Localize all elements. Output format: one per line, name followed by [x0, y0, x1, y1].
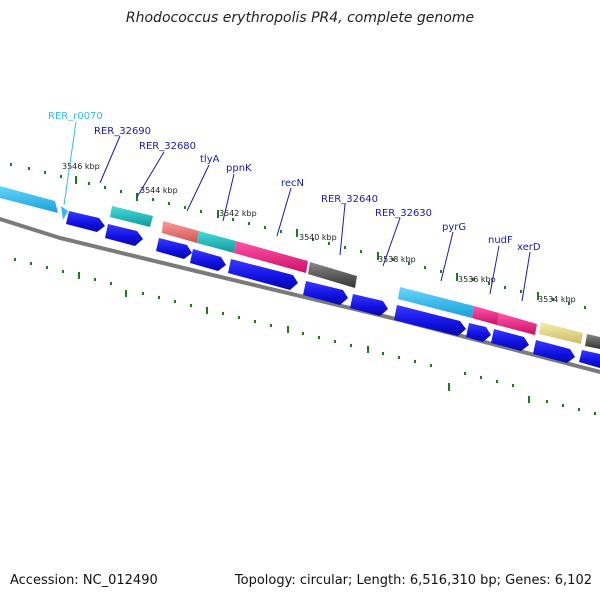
- cds-arrow[interactable]: [156, 238, 192, 259]
- feature-rer-32690[interactable]: [110, 206, 153, 227]
- feature-rer-r0070[interactable]: [0, 186, 58, 213]
- gene-label[interactable]: RER_r0070: [48, 111, 103, 122]
- gene-label[interactable]: ppnK: [226, 163, 252, 174]
- gene-label[interactable]: recN: [281, 178, 304, 189]
- kbp-label: 3542 kbp: [219, 209, 257, 218]
- feature-ppnK[interactable]: [197, 231, 236, 253]
- cds-arrow[interactable]: [190, 249, 226, 271]
- cds-arrow[interactable]: [579, 350, 600, 368]
- cds-arrow[interactable]: [491, 329, 529, 351]
- feature-rer-r0070-tip[interactable]: [61, 206, 68, 220]
- genome-backbone: [0, 217, 600, 374]
- feature-gray-end[interactable]: [585, 334, 600, 349]
- callout-lines: [63, 121, 531, 302]
- cds-arrow[interactable]: [303, 281, 348, 305]
- feature-tlyA[interactable]: [162, 221, 199, 243]
- gene-label[interactable]: nudF: [488, 235, 513, 246]
- cds-arrow[interactable]: [466, 323, 491, 342]
- cds-track: [66, 211, 600, 368]
- feature-track: [0, 186, 600, 349]
- accession-label: Accession: NC_012490: [10, 573, 158, 588]
- kbp-label: 3540 kbp: [299, 233, 337, 242]
- cds-arrow[interactable]: [228, 259, 298, 290]
- feature-yellow[interactable]: [539, 322, 583, 344]
- feature-pyrG[interactable]: [398, 287, 474, 318]
- gene-label[interactable]: RER_32640: [321, 194, 378, 205]
- gene-label[interactable]: RER_32690: [94, 126, 151, 137]
- cds-arrow[interactable]: [66, 211, 105, 232]
- kbp-label: 3534 kbp: [538, 295, 576, 304]
- feature-xerD[interactable]: [497, 313, 537, 335]
- gene-label[interactable]: RER_32680: [139, 141, 196, 152]
- gene-label[interactable]: xerD: [517, 242, 541, 253]
- map-title: Rhodococcus erythropolis PR4, complete g…: [125, 10, 475, 26]
- cds-arrow[interactable]: [105, 224, 143, 246]
- kbp-label: 3536 kbp: [458, 275, 496, 284]
- feature-rer-32640[interactable]: [308, 262, 357, 288]
- gene-label[interactable]: pyrG: [442, 222, 466, 233]
- inner-scale-ticks: [14, 258, 596, 415]
- cds-arrow[interactable]: [394, 305, 466, 336]
- feature-recN[interactable]: [234, 241, 308, 273]
- gene-label[interactable]: RER_32630: [375, 208, 432, 219]
- cds-arrow[interactable]: [350, 294, 388, 316]
- gene-label[interactable]: tlyA: [200, 154, 220, 165]
- kbp-label: 3546 kbp: [62, 162, 100, 171]
- cds-arrow[interactable]: [533, 340, 575, 363]
- genome-summary: Topology: circular; Length: 6,516,310 bp…: [234, 573, 592, 588]
- kbp-label: 3544 kbp: [140, 186, 178, 195]
- kbp-label: 3538 kbp: [378, 255, 416, 264]
- feature-nudF[interactable]: [472, 306, 499, 325]
